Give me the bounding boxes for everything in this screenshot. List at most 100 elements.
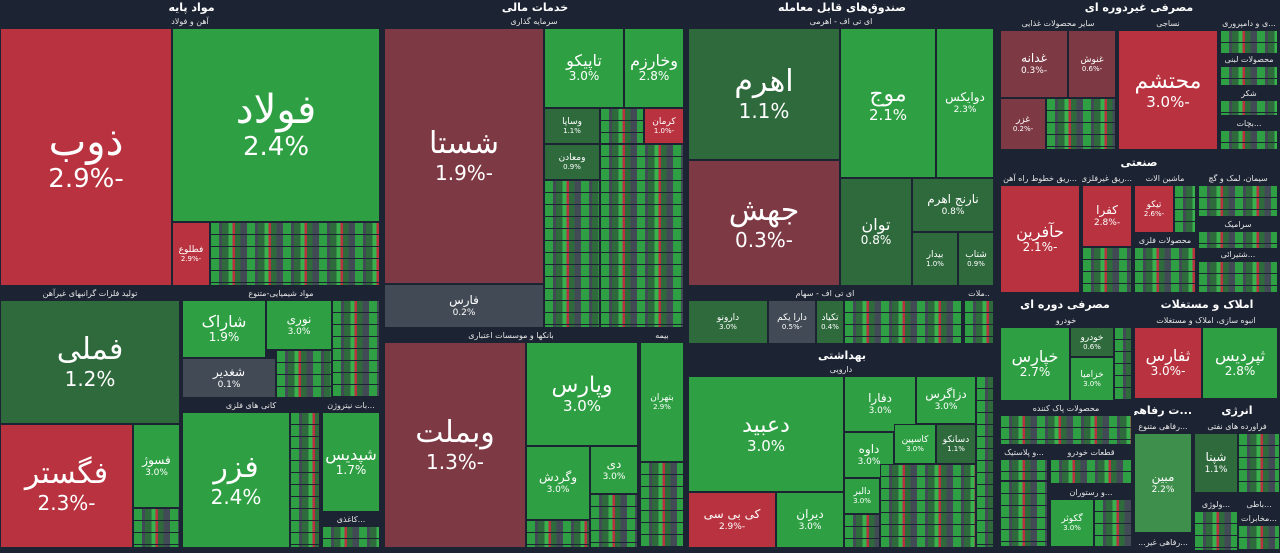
- tile-vakharazm[interactable]: وخارزم 2.8%: [624, 28, 684, 108]
- tile-dowaix[interactable]: دوایکس 2.3%: [936, 28, 994, 178]
- tile-jahesh[interactable]: جهش -0.3%: [688, 160, 840, 286]
- small-stocks-mosaic: [1000, 481, 1048, 547]
- small-stocks-mosaic: [640, 462, 684, 548]
- tile-dzagros[interactable]: دزاگرس 3.0%: [916, 376, 976, 424]
- sector-title: مصرفی غیردوره ای: [1084, 1, 1194, 14]
- sector-title: املاک و مستغلات: [1160, 298, 1254, 311]
- tile-vabmelat[interactable]: وبملت -1.3%: [384, 342, 526, 548]
- tile-daffra[interactable]: دفارا 3.0%: [844, 376, 916, 432]
- tile-zob[interactable]: ذوب -2.9%: [0, 28, 172, 286]
- tile-fatlu[interactable]: فطلوع -2.9%: [172, 222, 210, 286]
- tile-fesoz[interactable]: فسوژ 3.0%: [133, 424, 180, 508]
- small-stocks-mosaic: [1198, 185, 1278, 217]
- tile-shasta[interactable]: شستا -1.9%: [384, 28, 544, 284]
- tile-fameli[interactable]: فملی 1.2%: [0, 300, 180, 424]
- small-stocks-mosaic: [1134, 247, 1196, 293]
- tile-takiyeh[interactable]: تکیاد 0.4%: [816, 300, 844, 344]
- tile-di[interactable]: دی 3.0%: [590, 446, 638, 494]
- tile-shghadir[interactable]: شغدیر 0.1%: [182, 358, 276, 398]
- tile-ghazar[interactable]: غزر -0.2%: [1000, 98, 1046, 150]
- tile-shapdis[interactable]: شپدیس 1.7%: [322, 412, 380, 512]
- sector-consumer-staples: مصرفی غیردوره ای سایر محصولات غذایی غدان…: [998, 0, 1280, 153]
- small-stocks-mosaic: [133, 508, 180, 548]
- small-stocks-mosaic: [844, 300, 962, 344]
- tile-ahrom[interactable]: اهرم 1.1%: [688, 28, 840, 160]
- tile-fazar[interactable]: فزر 2.4%: [182, 412, 290, 548]
- small-stocks-mosaic: [1220, 66, 1278, 86]
- tile-gogtar[interactable]: گکوثر 3.0%: [1050, 499, 1094, 547]
- small-stocks-mosaic: [1220, 30, 1278, 54]
- tile-shepna[interactable]: شاراک 1.9%: [182, 300, 266, 358]
- sector-title: ...ت رفاهی: [1134, 404, 1192, 417]
- tile-diran[interactable]: دیران 3.0%: [776, 492, 844, 548]
- small-stocks-mosaic: [332, 300, 380, 398]
- tile-vasapa[interactable]: وساپا 1.1%: [544, 108, 600, 144]
- small-stocks-mosaic: [1082, 247, 1132, 293]
- small-stocks-mosaic: [1198, 231, 1278, 249]
- tile-khepars[interactable]: خپارس 2.7%: [1000, 327, 1070, 401]
- tile-tavan[interactable]: توان 0.8%: [840, 178, 912, 286]
- tile-sefars[interactable]: ثفارس -3.0%: [1134, 327, 1202, 399]
- tile-nori[interactable]: نوری 3.0%: [266, 300, 332, 350]
- tile-tikko[interactable]: تیکو -2.6%: [1134, 185, 1174, 233]
- sector-title: صندوق‌های قابل معامله: [777, 1, 907, 14]
- tile-dasanko[interactable]: دسانکو 1.1%: [936, 424, 976, 464]
- small-stocks-mosaic: [976, 376, 994, 548]
- tile-mobin[interactable]: مبین 2.2%: [1134, 433, 1192, 533]
- tile-darayekom[interactable]: دارا یکم -0.5%: [768, 300, 816, 344]
- small-stocks-mosaic: [600, 144, 684, 328]
- tile-khodro[interactable]: خودرو 0.6%: [1070, 327, 1114, 357]
- small-stocks-mosaic: [1000, 459, 1048, 481]
- tile-kharmaya[interactable]: خزامیا 3.0%: [1070, 357, 1114, 401]
- tile-dalber[interactable]: دالبر 3.0%: [844, 478, 880, 514]
- sector-title: مصرفی دوره ای: [1020, 298, 1110, 311]
- tile-narenj[interactable]: نارنج اهرم 0.8%: [912, 178, 994, 232]
- tile-kerman[interactable]: کرمان -1.0%: [644, 108, 684, 144]
- tile-kaspin[interactable]: کاسپین 3.0%: [894, 424, 936, 464]
- tile-btehran[interactable]: بتهران 2.9%: [640, 342, 684, 462]
- tile-ghanush[interactable]: غنوش -0.6%: [1068, 30, 1116, 98]
- small-stocks-mosaic: [544, 180, 600, 328]
- sector-health: بهداشتی دارویی دعبید 3.0% کی بی سی -2.9% د…: [688, 348, 996, 553]
- sector-title: مواد پایه: [168, 1, 215, 14]
- tile-ghadana[interactable]: غدانه -0.3%: [1000, 30, 1068, 98]
- industry-title: ...رفاهی غیر...: [1134, 537, 1192, 550]
- small-stocks-mosaic: [1046, 98, 1116, 150]
- tile-mohtasham[interactable]: محتشم -3.0%: [1118, 30, 1218, 150]
- tile-vagordesh[interactable]: وگردش 3.0%: [526, 446, 590, 520]
- industry-title: ...باطی: [1238, 499, 1280, 512]
- small-stocks-mosaic: [526, 520, 590, 548]
- tile-kafra[interactable]: کفرا -2.8%: [1082, 185, 1132, 247]
- small-stocks-mosaic: [1220, 100, 1278, 116]
- tile-kibisi[interactable]: کی بی سی -2.9%: [688, 492, 776, 548]
- tile-vapars[interactable]: وپارس 3.0%: [526, 342, 638, 446]
- tile-dabid[interactable]: دعبید 3.0%: [688, 376, 844, 492]
- tile-farabi[interactable]: فارس 0.2%: [384, 284, 544, 328]
- tile-foulad[interactable]: فولاد 2.4%: [172, 28, 380, 222]
- tile-fegostar[interactable]: فگستر -2.3%: [0, 424, 133, 548]
- sector-title: انرژی: [1221, 404, 1253, 417]
- tile-shpana[interactable]: شپنا 1.1%: [1194, 433, 1238, 493]
- small-stocks-mosaic: [322, 526, 380, 548]
- tile-mouj[interactable]: موج 2.1%: [840, 28, 936, 178]
- tile-daruno[interactable]: دارونو 3.0%: [688, 300, 768, 344]
- small-stocks-mosaic: [1000, 415, 1132, 445]
- small-stocks-mosaic: [964, 300, 994, 344]
- small-stocks-mosaic: [880, 464, 976, 548]
- small-stocks-mosaic: [1050, 459, 1132, 485]
- sector-welfare: ...ت رفاهی ...رفاهی متنوع مبین 2.2% ...رف…: [1134, 403, 1192, 553]
- tile-separdis[interactable]: ثپردیس 2.8%: [1202, 327, 1278, 399]
- small-stocks-mosaic: [1198, 261, 1278, 293]
- tile-hafarin[interactable]: حآفرین -2.1%: [1000, 185, 1080, 293]
- sector-industry: صنعتی ...ریق خطوط راه آهن حآفرین -2.1% ..…: [998, 155, 1280, 295]
- sector-consumer-durable: مصرفی دوره ای خودرو خپارس 2.7% خودرو 0.6% …: [998, 297, 1132, 553]
- tile-shetab[interactable]: شتاب 0.9%: [958, 232, 994, 286]
- tile-bidar[interactable]: بیدار 1.0%: [912, 232, 958, 286]
- tile-vamaaden[interactable]: ومعادن 0.9%: [544, 144, 600, 180]
- tile-tapico[interactable]: تاپیکو 3.0%: [544, 28, 624, 108]
- small-stocks-mosaic: [600, 108, 644, 144]
- small-stocks-mosaic: [1238, 433, 1280, 493]
- sector-title: خدمات مالی: [501, 1, 569, 14]
- small-stocks-mosaic: [844, 514, 880, 548]
- small-stocks-mosaic: [1194, 511, 1238, 551]
